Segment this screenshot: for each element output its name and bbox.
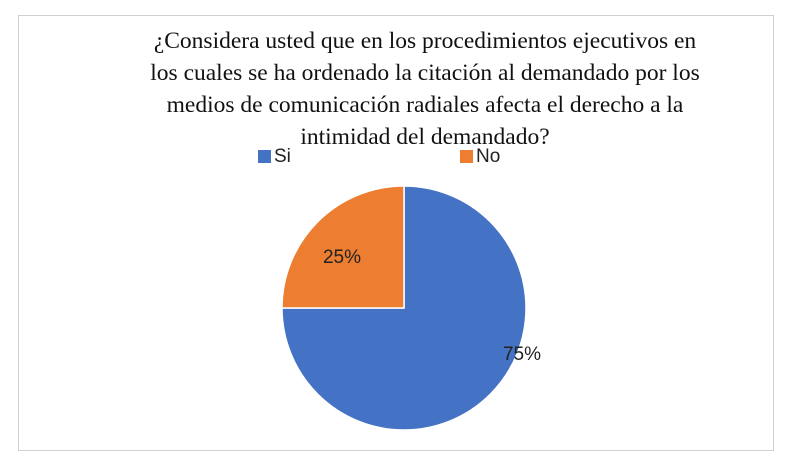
legend-swatch (258, 150, 271, 163)
chart-title: ¿Considera usted que en los procedimient… (150, 28, 700, 150)
legend-swatch (460, 150, 473, 163)
legend-label: No (476, 146, 500, 167)
data-label: 75% (503, 344, 541, 365)
pie-slice (281, 185, 405, 309)
data-label: 25% (323, 247, 361, 268)
legend-label: Si (274, 146, 291, 167)
